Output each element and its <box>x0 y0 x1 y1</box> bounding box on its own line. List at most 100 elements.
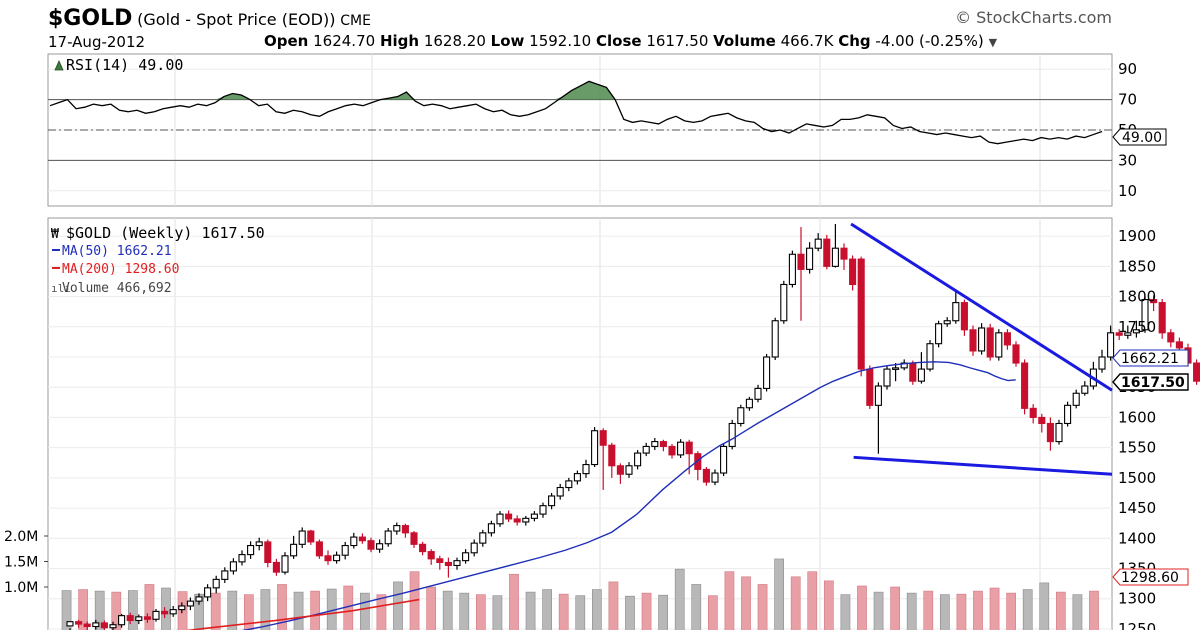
price-tick-label: 1300 <box>1118 590 1156 608</box>
symbol: $GOLD <box>48 6 133 31</box>
candle-down <box>1038 416 1046 425</box>
close-value: 1617.50 <box>646 32 709 50</box>
price-tick-label: 1400 <box>1118 529 1156 547</box>
price-legend: ₩ $GOLD (Weekly) 1617.50 MA(50) 1662.21 … <box>51 224 265 296</box>
volume-bar <box>1022 589 1033 630</box>
candle-up <box>212 578 220 589</box>
volume-bar <box>741 576 751 630</box>
volume-bar <box>376 594 387 630</box>
rsi-overbought-fill <box>380 92 416 100</box>
volume-bar <box>393 581 403 630</box>
volume-bar <box>1039 582 1050 630</box>
rsi-tick-label: 70 <box>1118 91 1137 109</box>
candle-down <box>272 561 280 573</box>
candle-up <box>169 609 177 615</box>
candle-down <box>986 327 994 358</box>
upper-trendline <box>850 222 1113 392</box>
candle-up <box>711 472 719 483</box>
candle-icon: ₩ <box>51 227 59 242</box>
rsi-value-tag: 49.00 <box>1112 128 1167 146</box>
candle-up <box>892 367 900 370</box>
rsi-chart-icon <box>54 60 64 71</box>
candle-up <box>737 407 745 425</box>
candle-up <box>582 464 590 475</box>
candle-up <box>943 320 951 325</box>
rsi-overbought-fill <box>554 81 616 100</box>
candle-up <box>281 555 289 573</box>
candle-up <box>384 530 392 545</box>
candle-up <box>634 452 642 467</box>
candle-up <box>135 616 143 622</box>
candle-layer <box>66 224 1200 630</box>
candle-up <box>952 302 960 322</box>
candle-down <box>100 622 108 629</box>
ma200-line <box>185 598 420 630</box>
candle-down <box>608 444 616 467</box>
date: 17-Aug-2012 <box>48 33 146 51</box>
candle-down <box>1115 332 1123 336</box>
volume-bar <box>558 593 569 630</box>
candle-down <box>1029 407 1037 418</box>
price-panel-frame <box>47 217 1113 630</box>
candle-up <box>780 283 788 322</box>
close-tag-text: 1617.50 <box>1121 375 1185 391</box>
volume-bar <box>923 590 934 630</box>
candle-down <box>960 302 968 331</box>
candle-up <box>763 356 771 389</box>
candle-up <box>591 430 599 466</box>
candle-down <box>969 329 977 352</box>
candle-down <box>401 525 409 534</box>
rsi-tick-label: 30 <box>1118 151 1137 169</box>
volume-bar <box>243 594 254 630</box>
volume-bar <box>873 591 884 630</box>
candle-up <box>186 600 194 607</box>
volume-bar <box>906 592 917 630</box>
volume-bar <box>840 594 851 630</box>
volume-bar <box>293 591 304 630</box>
chg-label: Chg <box>838 32 871 50</box>
volume-bar <box>658 594 668 630</box>
price-tick-label: 1600 <box>1118 408 1156 426</box>
candle-up <box>788 253 796 286</box>
candle-up <box>754 387 762 400</box>
ma200-legend: MA(200) 1298.60 <box>62 262 179 277</box>
candle-up <box>806 247 814 270</box>
volume-bar <box>625 595 635 630</box>
dropdown-icon[interactable]: ▼ <box>988 36 998 49</box>
candle-up <box>109 624 117 629</box>
candle-up <box>556 486 564 497</box>
rsi-tag-text: 49.00 <box>1122 130 1162 146</box>
candle-down <box>840 247 848 260</box>
volume-bar <box>426 586 436 630</box>
grid-lines <box>48 54 1112 630</box>
rsi-legend: RSI(14) 49.00 <box>54 56 183 74</box>
candle-down <box>797 253 805 270</box>
candle-up <box>651 441 659 447</box>
candle-up <box>935 323 943 345</box>
candle-up <box>255 541 263 547</box>
low-label: Low <box>490 32 525 50</box>
volume-bar <box>575 595 586 630</box>
volume-bar <box>707 595 718 630</box>
candle-up <box>1107 332 1115 358</box>
candle-up <box>1098 356 1106 370</box>
volume-bar <box>1089 590 1099 630</box>
candle-up <box>298 530 306 545</box>
candle-down <box>857 258 865 370</box>
candle-up <box>238 554 246 563</box>
candle-down <box>1175 341 1183 349</box>
candle-down <box>161 610 169 615</box>
candle-down <box>659 441 667 447</box>
volume-bar <box>144 584 155 630</box>
volume-bar <box>359 592 370 630</box>
candle-down <box>410 532 418 545</box>
price-tick-label: 1750 <box>1118 318 1156 336</box>
candle-up <box>118 615 126 626</box>
volume-bar <box>277 584 287 630</box>
volume-bar <box>442 590 453 630</box>
ma50-legend: MA(50) 1662.21 <box>62 244 172 259</box>
volume-bar <box>1055 591 1066 630</box>
candle-up <box>745 398 753 409</box>
high-value: 1628.20 <box>423 32 486 50</box>
candle-down <box>75 621 83 625</box>
